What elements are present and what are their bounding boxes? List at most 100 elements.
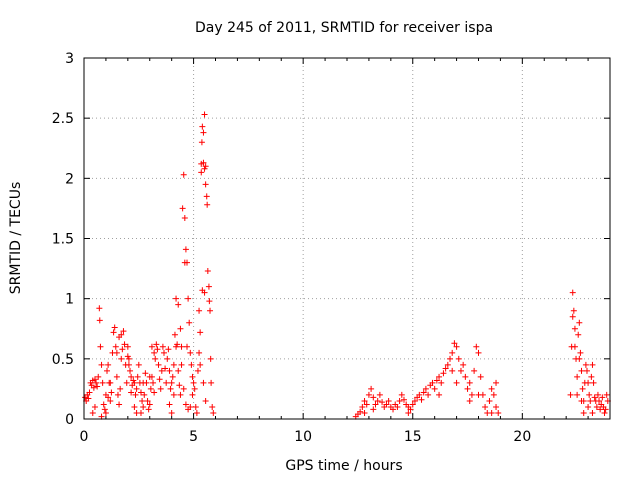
data-point	[208, 379, 215, 386]
data-point	[121, 341, 128, 348]
data-point	[191, 385, 198, 392]
data-point	[148, 343, 155, 350]
data-point	[201, 111, 208, 118]
data-point	[118, 331, 125, 338]
data-point	[493, 379, 500, 386]
data-point	[475, 391, 482, 398]
data-point	[177, 325, 184, 332]
data-point	[453, 379, 460, 386]
data-point	[99, 379, 106, 386]
data-point	[164, 355, 171, 362]
data-point	[175, 367, 182, 374]
data-point	[449, 367, 456, 374]
data-point	[153, 341, 160, 348]
data-point	[105, 361, 112, 368]
data-point	[96, 305, 103, 312]
data-point	[169, 373, 176, 380]
data-point	[154, 346, 161, 353]
data-point	[582, 361, 589, 368]
data-point	[98, 361, 105, 368]
data-point	[569, 313, 576, 320]
x-tick-label: 0	[80, 429, 89, 445]
x-axis-label: GPS time / hours	[285, 458, 402, 474]
data-point	[444, 361, 451, 368]
data-point	[158, 367, 165, 374]
data-point	[390, 406, 397, 413]
data-point	[416, 391, 423, 398]
data-point	[131, 379, 138, 386]
data-point	[383, 401, 390, 408]
data-point	[594, 391, 601, 398]
x-tick-label: 5	[189, 429, 198, 445]
data-point	[379, 399, 386, 406]
data-point	[123, 379, 130, 386]
data-point	[201, 165, 208, 172]
data-point	[116, 401, 123, 408]
data-point	[477, 373, 484, 380]
data-point	[192, 403, 199, 410]
data-point	[577, 349, 584, 356]
data-point	[398, 391, 405, 398]
chart-title: Day 245 of 2011, SRMTID for receiver isp…	[195, 20, 493, 36]
data-point	[166, 401, 173, 408]
data-point	[85, 395, 92, 402]
data-point	[182, 246, 189, 253]
data-point	[108, 389, 115, 396]
data-point	[425, 391, 432, 398]
data-point	[184, 343, 191, 350]
data-point	[471, 367, 478, 374]
data-point	[171, 331, 178, 338]
data-point	[482, 403, 489, 410]
y-axis: 0 0.5 1 1.5 2 2.5 3	[52, 51, 610, 428]
data-point	[119, 346, 126, 353]
data-point	[585, 379, 592, 386]
y-axis-label: SRMTID / TECUs	[8, 182, 24, 295]
data-point	[206, 298, 213, 305]
data-point	[142, 370, 149, 377]
data-point	[396, 397, 403, 404]
data-point	[146, 401, 153, 408]
data-point	[493, 403, 500, 410]
data-point	[589, 409, 596, 416]
data-point	[159, 343, 166, 350]
data-point	[201, 289, 208, 296]
data-point	[146, 373, 153, 380]
data-point	[209, 403, 216, 410]
data-point	[167, 385, 174, 392]
data-point	[409, 401, 416, 408]
data-point	[177, 391, 184, 398]
data-point	[202, 397, 209, 404]
data-point	[194, 367, 201, 374]
data-point	[111, 324, 118, 331]
data-point	[140, 403, 147, 410]
data-point	[189, 391, 196, 398]
data-point	[490, 391, 497, 398]
data-point	[163, 379, 170, 386]
data-point	[455, 355, 462, 362]
data-point	[420, 389, 427, 396]
data-point	[422, 385, 429, 392]
data-point	[144, 397, 151, 404]
data-point	[90, 384, 97, 391]
data-point	[102, 409, 109, 416]
data-point	[107, 397, 114, 404]
data-point	[135, 361, 142, 368]
data-point	[436, 391, 443, 398]
data-point	[181, 215, 188, 222]
data-point	[567, 391, 574, 398]
data-point	[180, 171, 187, 178]
data-point	[578, 367, 585, 374]
data-point	[411, 397, 418, 404]
data-point	[193, 409, 200, 416]
data-point	[457, 367, 464, 374]
data-point	[583, 367, 590, 374]
data-point	[128, 389, 135, 396]
y-tick-label: 0.5	[52, 352, 74, 368]
data-point	[187, 403, 194, 410]
data-point	[182, 401, 189, 408]
data-point	[357, 408, 364, 415]
data-point	[602, 406, 609, 413]
y-tick-label: 2.5	[52, 111, 74, 127]
data-point	[453, 343, 460, 350]
